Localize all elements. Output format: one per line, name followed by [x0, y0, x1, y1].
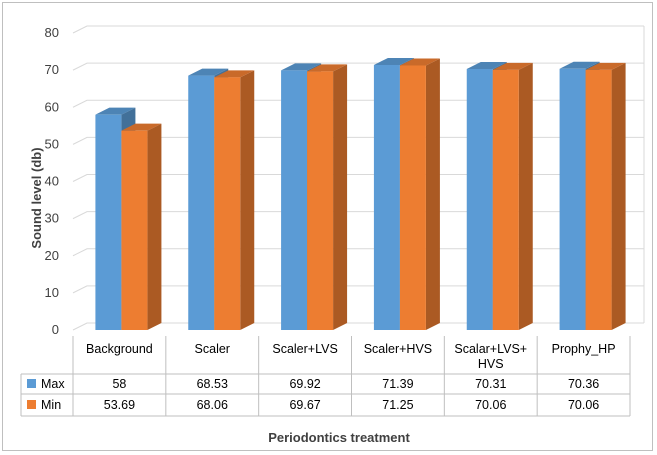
bar-min-4	[399, 58, 440, 330]
data-label: 58	[112, 377, 126, 391]
bar-min-6	[585, 62, 626, 330]
data-label: 71.39	[382, 377, 413, 391]
gridline	[72, 99, 644, 108]
data-label: 71.25	[382, 398, 413, 412]
gridline	[72, 211, 644, 220]
gridline	[72, 248, 644, 257]
y-tick-label: 10	[45, 285, 59, 300]
y-tick-label: 0	[52, 322, 59, 337]
data-label: 53.69	[104, 398, 135, 412]
data-label: 69.67	[289, 398, 320, 412]
gridline	[72, 285, 644, 294]
gridlines	[72, 25, 645, 331]
data-label: 70.36	[568, 377, 599, 391]
y-tick-label: 70	[45, 62, 59, 77]
category-label: Scalar+LVS+ HVS	[454, 342, 527, 371]
y-axis-ticks: 0 10 20 30 40 50 60 70 80	[45, 25, 59, 337]
x-axis-title: Periodontics treatment	[268, 430, 410, 445]
bar-min-3	[307, 64, 348, 330]
legend-label-min: Min	[41, 398, 61, 412]
y-tick-label: 40	[45, 174, 59, 189]
data-label: 68.06	[197, 398, 228, 412]
gridline	[72, 322, 644, 331]
y-tick-label: 20	[45, 248, 59, 263]
y-axis-title: Sound level (db)	[29, 147, 44, 248]
category-label: Prophy_HP	[552, 342, 616, 356]
data-table: Background Scaler Scaler+LVS Scaler+HVS Scal…	[20, 336, 631, 417]
y-tick-label: 60	[45, 99, 59, 114]
y-tick-label: 80	[45, 25, 59, 40]
gridline	[72, 25, 644, 34]
gridline	[72, 62, 644, 71]
category-label: Scaler	[195, 342, 230, 356]
data-label: 69.92	[289, 377, 320, 391]
category-label: Scaler+HVS	[364, 342, 432, 356]
data-label: 68.53	[197, 377, 228, 391]
category-label: Scaler+LVS	[272, 342, 337, 356]
chart-svg: 0 10 20 30 40 50 60 70 80 Background Scaler Scaler…	[20, 25, 645, 445]
bars	[95, 57, 626, 331]
gridline	[72, 136, 644, 145]
bar-min-2	[214, 70, 255, 331]
y-tick-label: 30	[45, 211, 59, 226]
bar-min-5	[492, 62, 533, 330]
chart-frame: 0 10 20 30 40 50 60 70 80 Background Scaler Scaler…	[2, 2, 653, 451]
data-label: 70.06	[568, 398, 599, 412]
bar-min-1	[121, 123, 162, 330]
y-tick-label: 50	[45, 136, 59, 151]
legend-swatch-max	[27, 379, 36, 388]
data-label: 70.31	[475, 377, 506, 391]
data-label: 70.06	[475, 398, 506, 412]
category-label: Background	[86, 342, 153, 356]
legend-swatch-min	[27, 400, 36, 409]
gridline	[72, 174, 644, 182]
legend-label-max: Max	[41, 377, 65, 391]
